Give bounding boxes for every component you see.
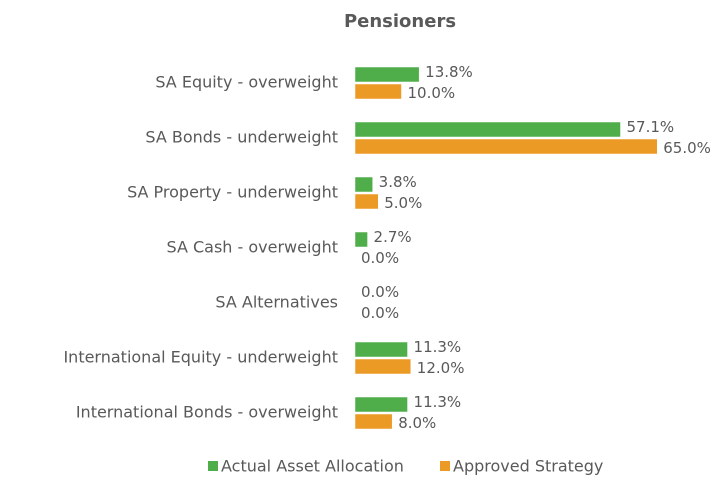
value-label: 0.0% [361,283,399,301]
value-label: 57.1% [627,118,675,136]
bar [354,176,373,193]
category-label: SA Bonds - underweight [145,128,338,147]
value-label: 10.0% [408,84,456,102]
value-label: 65.0% [663,139,711,157]
bar [354,358,412,375]
category-label: International Equity - underweight [63,348,338,367]
value-label: 12.0% [417,359,465,377]
category-label: International Bonds - overweight [76,403,338,422]
bar [354,341,408,358]
category-label: SA Property - underweight [127,183,338,202]
bar [354,413,393,430]
legend-swatch [208,461,218,471]
bar [354,138,658,155]
category-label: SA Cash - overweight [166,238,338,257]
bar [354,66,420,83]
value-label: 0.0% [361,304,399,322]
chart-title: Pensioners [344,11,456,32]
bar [354,121,621,138]
bar [354,396,408,413]
value-label: 5.0% [384,194,422,212]
value-label: 0.0% [361,249,399,267]
legend-label: Approved Strategy [453,457,603,476]
value-label: 11.3% [414,338,462,356]
legend-swatch [440,461,450,471]
bar [354,193,379,210]
legend-label: Actual Asset Allocation [221,457,404,476]
value-label: 2.7% [374,228,412,246]
category-label: SA Equity - overweight [155,73,338,92]
value-label: 13.8% [425,63,473,81]
bar [354,231,368,248]
value-label: 8.0% [398,414,436,432]
category-label: SA Alternatives [215,293,338,312]
bar [354,83,402,100]
value-label: 11.3% [414,393,462,411]
value-label: 3.8% [379,173,417,191]
